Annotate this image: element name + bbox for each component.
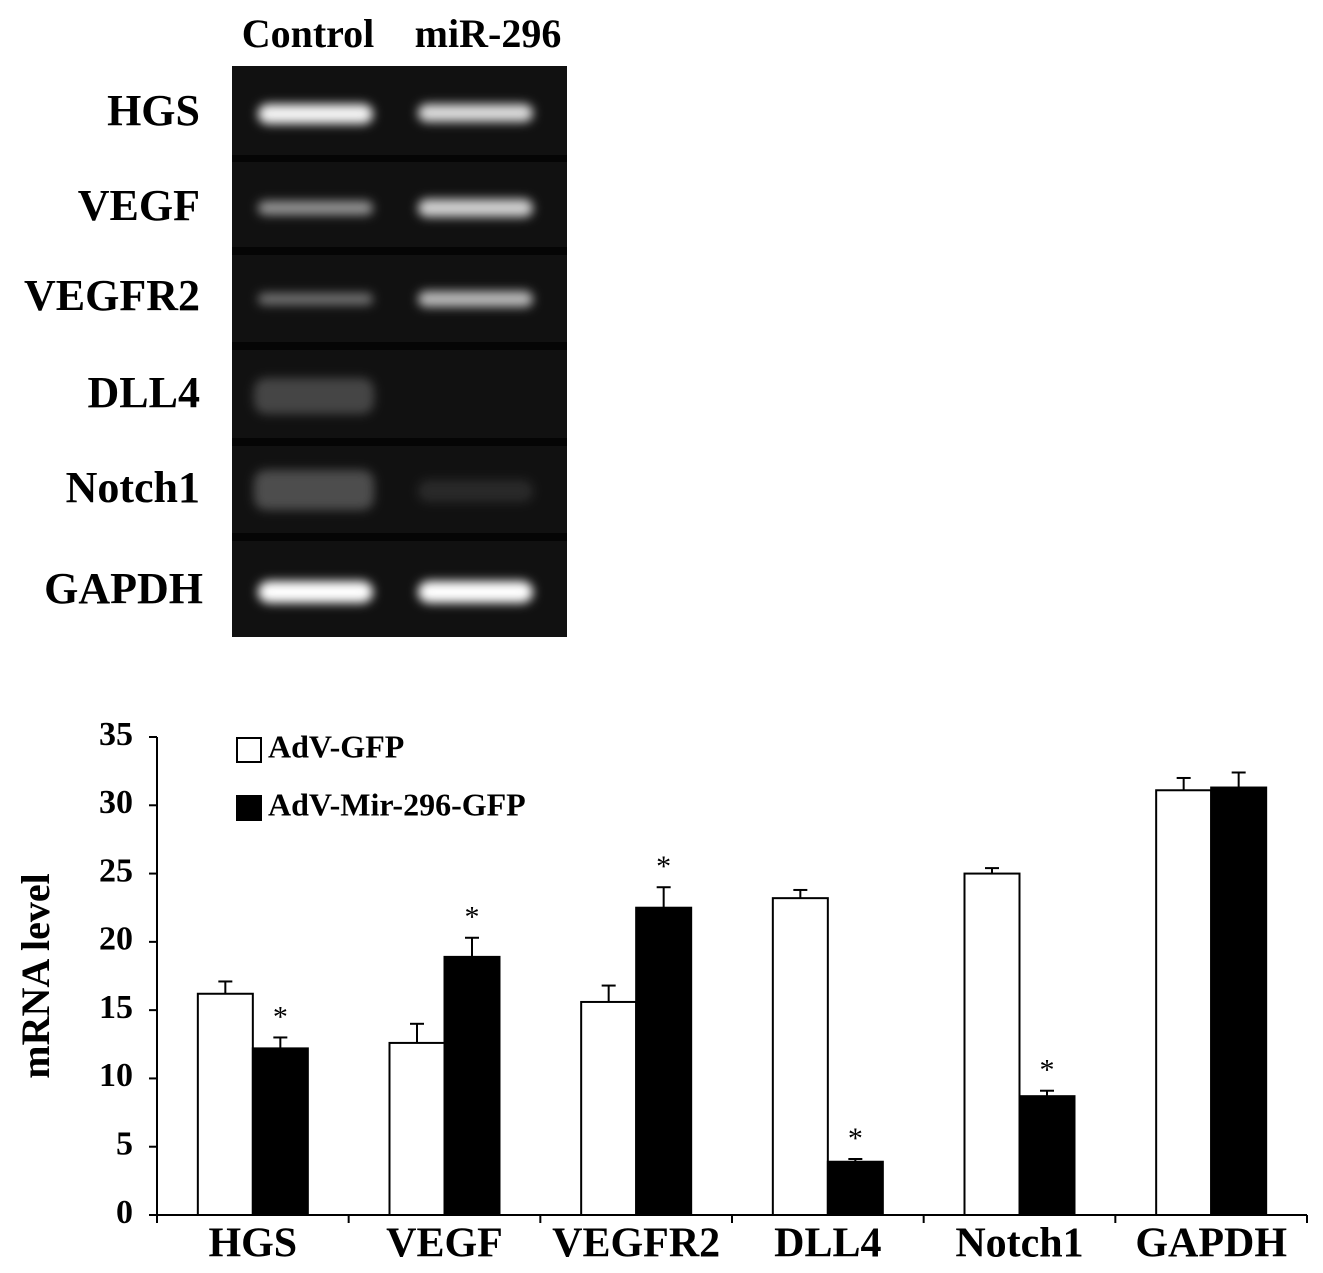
error-bar [848, 1158, 863, 1162]
band [258, 104, 373, 124]
band [254, 378, 374, 414]
bar [635, 906, 693, 1216]
error-bar [656, 886, 671, 908]
y-tick-label: 20 [99, 921, 133, 958]
bar [771, 897, 829, 1216]
error-bar [410, 1022, 424, 1043]
error-bar [465, 936, 479, 957]
band [254, 470, 374, 510]
x-tick-label: HGS [208, 1221, 297, 1267]
legend-swatch [236, 737, 262, 763]
bar [1018, 1095, 1076, 1217]
y-tick-label: 15 [99, 989, 133, 1026]
significance-label: * [656, 850, 671, 883]
row-label: GAPDH [44, 564, 203, 613]
row-label: VEGF [78, 181, 200, 230]
bar [443, 955, 501, 1216]
lane-label: Control [242, 11, 375, 56]
bar [388, 1041, 446, 1217]
gel: Control miR-296 HGS VEGF VEGFR2 DLL4 Not… [24, 11, 567, 637]
row-label: DLL4 [88, 368, 200, 417]
y-tick-label: 25 [99, 852, 133, 889]
gel-separator [232, 247, 567, 255]
x-tick-label: GAPDH [1135, 1221, 1287, 1267]
y-tick-label: 10 [99, 1057, 133, 1094]
error-bar [1231, 771, 1246, 788]
bar [580, 1000, 638, 1216]
gel-separator [232, 342, 567, 350]
error-bar [218, 980, 233, 994]
x-tick-label: DLL4 [774, 1221, 881, 1267]
band [418, 581, 533, 603]
error-bar [985, 867, 999, 874]
band [258, 201, 373, 215]
legend-swatch [236, 795, 262, 821]
bar [963, 872, 1021, 1216]
y-tick-label: 0 [116, 1194, 133, 1231]
error-bar [1176, 776, 1191, 791]
error-bar [273, 1036, 288, 1049]
legend-label: AdV-Mir-296-GFP [268, 786, 526, 822]
gel-separator [232, 155, 567, 162]
bar [1210, 786, 1268, 1216]
significance-label: * [465, 901, 480, 934]
bar [251, 1047, 309, 1216]
band [258, 581, 373, 603]
significance-label: * [1040, 1054, 1055, 1087]
row-label: Notch1 [66, 463, 200, 512]
lane-label: miR-296 [415, 11, 562, 56]
band [258, 293, 373, 305]
gel-background [232, 66, 567, 637]
bar [826, 1160, 884, 1217]
band [418, 199, 533, 217]
band [418, 104, 533, 122]
band [418, 291, 533, 307]
band [418, 480, 533, 502]
y-tick-label: 5 [116, 1126, 133, 1163]
gel-bands [254, 104, 533, 603]
x-tick-label: Notch1 [955, 1221, 1083, 1267]
y-tick-label: 35 [99, 716, 133, 753]
significance-label: * [273, 1000, 288, 1033]
error-bar [793, 888, 808, 899]
y-axis-label: mRNA level [13, 873, 58, 1079]
gel-separator [232, 438, 567, 446]
x-tick-label: VEGFR2 [552, 1221, 720, 1267]
error-bar [601, 984, 616, 1002]
x-tick-label: VEGF [386, 1221, 503, 1267]
legend-label: AdV-GFP [268, 728, 404, 764]
error-bar [1040, 1089, 1054, 1097]
gel-separator [232, 533, 567, 541]
bar [196, 992, 254, 1216]
row-label: HGS [107, 86, 200, 135]
y-tick-label: 30 [99, 784, 133, 821]
significance-label: * [848, 1122, 863, 1155]
bar [1155, 789, 1213, 1217]
row-label: VEGFR2 [24, 271, 200, 320]
